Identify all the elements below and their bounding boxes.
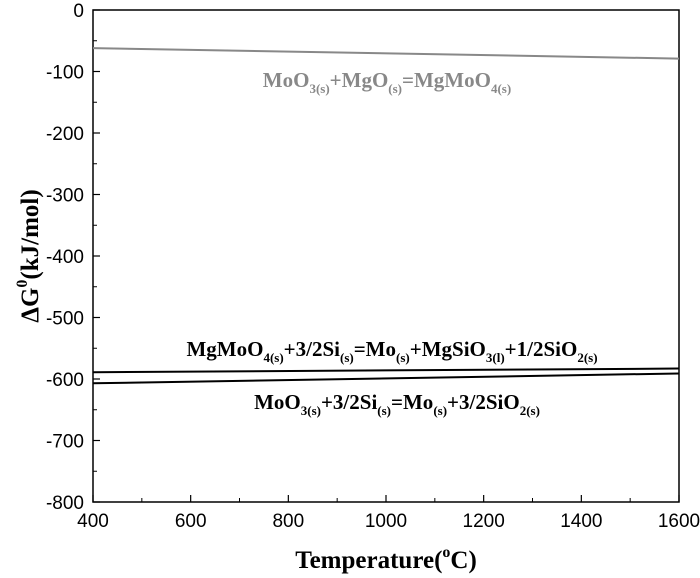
axis-ticks: 400 600 800 1000 1200 1400 1600 0 -100 -200 -300 -4… <box>46 1 700 532</box>
x-tick-label: 1200 <box>463 511 505 532</box>
y-tick-label: -500 <box>46 309 84 330</box>
y-tick-label: -600 <box>46 370 84 391</box>
y-tick-label: -100 <box>46 63 84 84</box>
y-tick-label: 0 <box>73 1 84 22</box>
x-tick-label: 800 <box>272 511 304 532</box>
x-tick-label: 1000 <box>365 511 407 532</box>
y-tick-label: -700 <box>46 432 84 453</box>
x-tick-label: 600 <box>175 511 207 532</box>
y-tick-label: -400 <box>46 247 84 268</box>
x-tick-label: 1400 <box>560 511 602 532</box>
series-annotation-1: MoO3(s)+MgO(s)=MgMoO4(s) <box>263 68 511 96</box>
x-axis-title: Temperature(oC) <box>295 544 477 574</box>
series-line-1 <box>92 47 680 60</box>
y-axis-title: ΔG0(kJ/mol) <box>14 189 44 322</box>
y-tick-label: -800 <box>46 493 84 514</box>
y-tick-label: -300 <box>46 186 84 207</box>
x-tick-label: 1600 <box>658 511 700 532</box>
y-tick-label: -200 <box>46 124 84 145</box>
series-line-3 <box>92 372 680 385</box>
series-annotation-2: MgMoO4(s)+3/2Si(s)=Mo(s)+MgSiO3(l)+1/2Si… <box>186 337 597 365</box>
x-tick-label: 400 <box>77 511 109 532</box>
series-annotation-3: MoO3(s)+3/2Si(s)=Mo(s)+3/2SiO2(s) <box>254 390 540 418</box>
series-annotations: MoO3(s)+MgO(s)=MgMoO4(s) MgMoO4(s)+3/2Si(… <box>186 68 597 418</box>
series-line-2 <box>92 367 680 374</box>
data-series <box>92 47 680 385</box>
